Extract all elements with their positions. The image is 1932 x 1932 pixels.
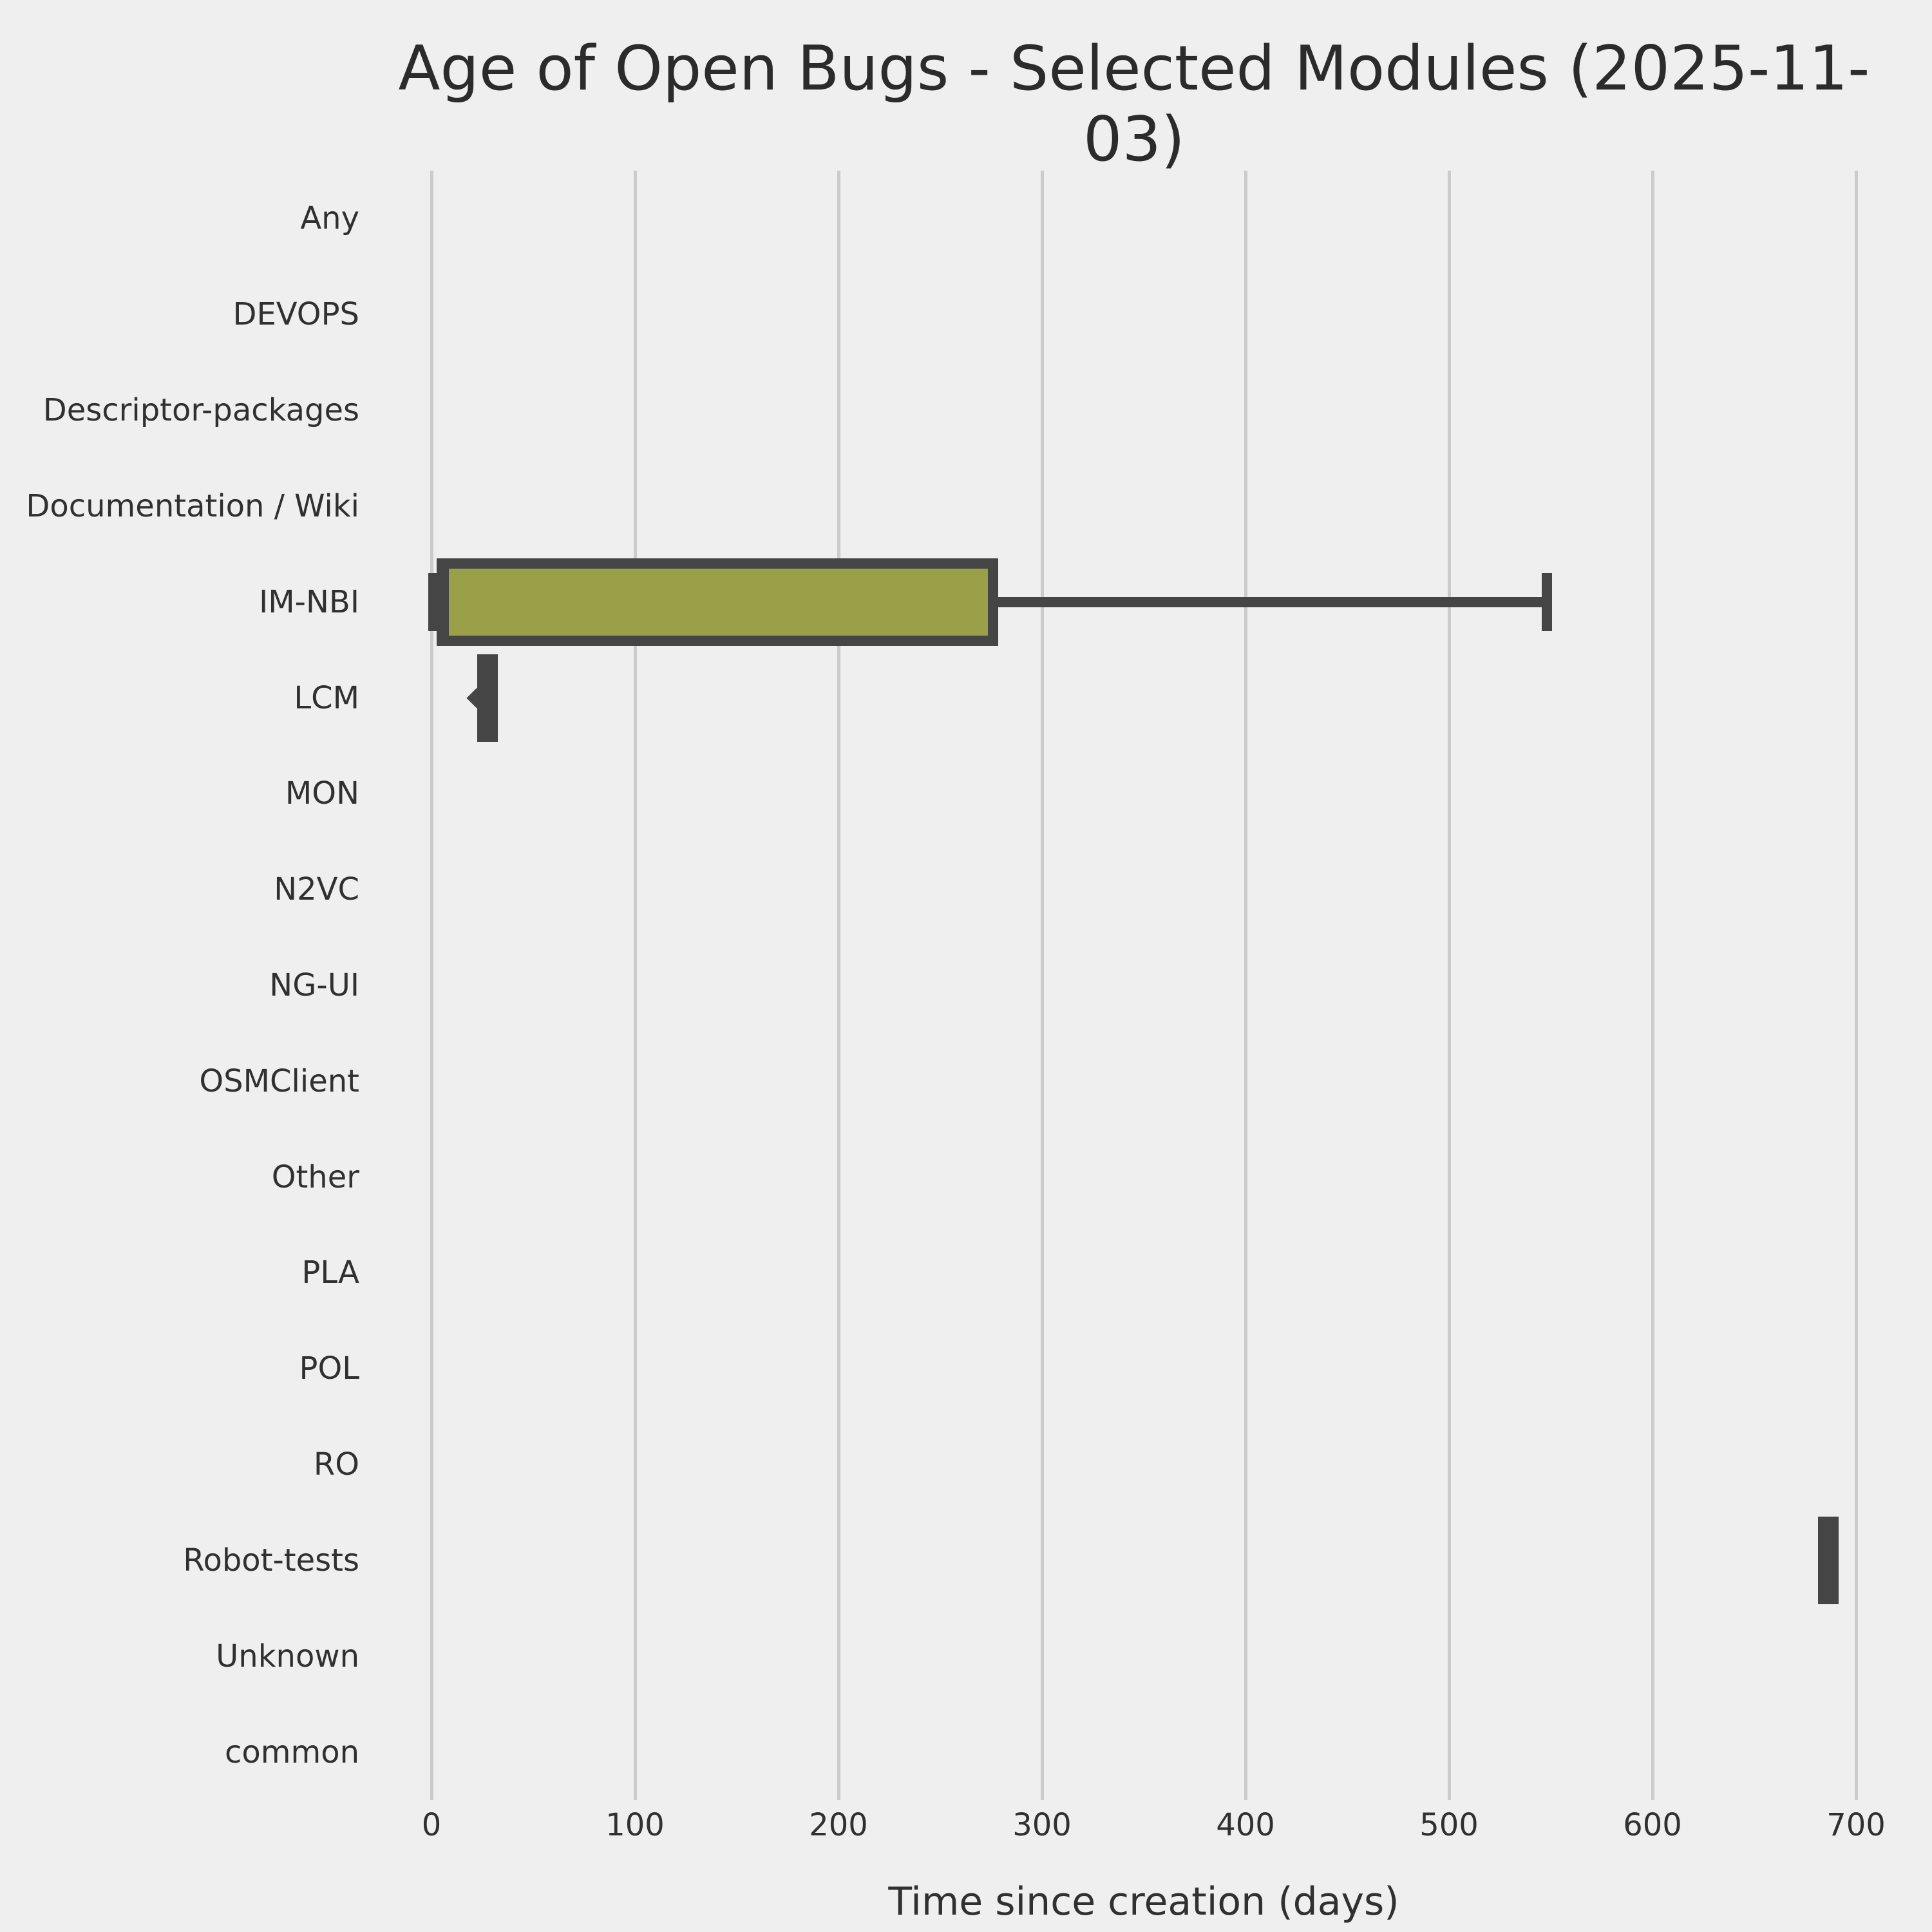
x-tick-label-300: 300 — [1012, 1807, 1072, 1843]
median-Robot-tests — [1818, 1526, 1829, 1594]
x-tick-label-100: 100 — [605, 1807, 665, 1843]
y-tick-label-LCM: LCM — [294, 679, 359, 716]
x-tick-label-400: 400 — [1216, 1807, 1275, 1843]
y-tick-label-Any: Any — [300, 200, 359, 237]
gridline-500 — [1447, 171, 1451, 1800]
y-tick-label-DEVOPS: DEVOPS — [232, 296, 359, 333]
y-tick-label-common: common — [224, 1734, 359, 1770]
y-tick-label-IM-NBI: IM-NBI — [259, 583, 359, 620]
gridline-0 — [430, 171, 433, 1800]
y-tick-label-Other: Other — [271, 1159, 359, 1195]
x-tick-label-0: 0 — [421, 1807, 442, 1843]
y-tick-label-PLA: PLA — [301, 1255, 359, 1291]
whisker-high-IM-NBI — [998, 596, 1547, 607]
y-tick-label-NG-UI: NG-UI — [269, 967, 359, 1003]
y-tick-label-OSMClient: OSMClient — [199, 1063, 359, 1099]
x-tick-label-200: 200 — [809, 1807, 868, 1843]
y-tick-label-RO: RO — [313, 1446, 359, 1483]
y-tick-label-Documentation-Wiki: Documentation / Wiki — [26, 488, 359, 524]
cap-high-IM-NBI — [1541, 573, 1552, 631]
y-tick-label-MON: MON — [285, 775, 359, 812]
y-tick-label-Descriptor-packages: Descriptor-packages — [43, 392, 359, 429]
y-tick-label-Unknown: Unknown — [216, 1638, 359, 1674]
y-tick-label-POL: POL — [299, 1350, 359, 1387]
chart-title: Age of Open Bugs - Selected Modules (202… — [398, 33, 1870, 175]
gridline-200 — [837, 171, 840, 1800]
x-tick-label-600: 600 — [1623, 1807, 1682, 1843]
gridline-100 — [633, 171, 637, 1800]
y-tick-label-Robot-tests: Robot-tests — [183, 1542, 359, 1578]
gridline-400 — [1244, 171, 1247, 1800]
x-tick-label-500: 500 — [1419, 1807, 1479, 1843]
box-IM-NBI — [436, 558, 999, 646]
x-axis-title: Time since creation (days) — [888, 1879, 1399, 1924]
cap-low-IM-NBI — [428, 573, 439, 631]
gridline-700 — [1854, 171, 1858, 1800]
gridline-300 — [1040, 171, 1044, 1800]
median-IM-NBI — [438, 568, 449, 636]
y-tick-label-N2VC: N2VC — [274, 871, 359, 908]
gridline-600 — [1651, 171, 1654, 1800]
x-tick-label-700: 700 — [1826, 1807, 1886, 1843]
